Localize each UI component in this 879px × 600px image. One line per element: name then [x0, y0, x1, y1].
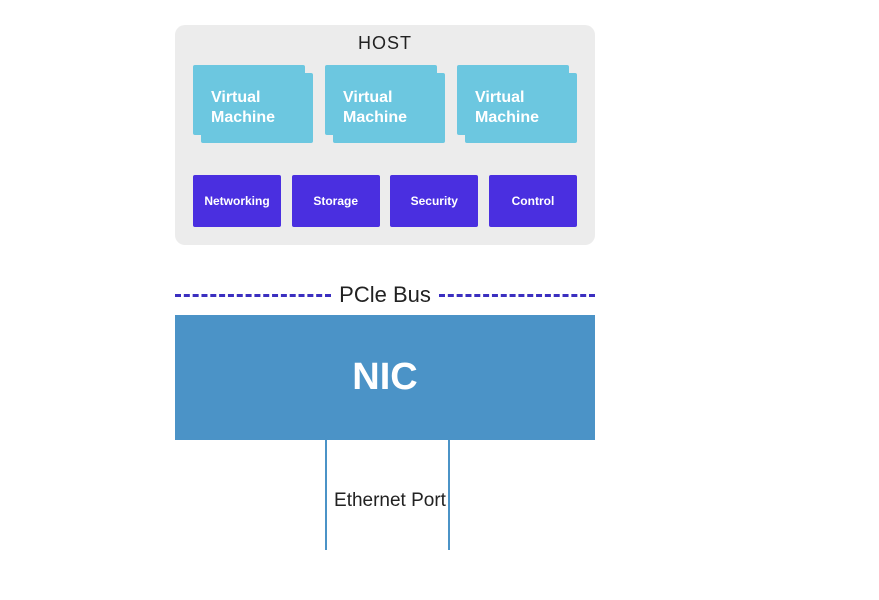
vm-box: VirtualMachine: [333, 73, 445, 143]
service-control: Control: [489, 175, 577, 227]
vm-stack: VirtualMachine: [193, 65, 313, 143]
nic-box: NIC: [175, 315, 595, 440]
vm-label: VirtualMachine: [475, 88, 539, 128]
vm-box: VirtualMachine: [465, 73, 577, 143]
host-container: HOST VirtualMachine VirtualMachine Virtu…: [175, 25, 595, 245]
ethernet-label: Ethernet Port: [320, 490, 460, 512]
service-label: Storage: [313, 194, 358, 208]
pcie-label: PCle Bus: [331, 282, 439, 308]
service-storage: Storage: [292, 175, 380, 227]
host-title: HOST: [175, 25, 595, 54]
vm-stack: VirtualMachine: [325, 65, 445, 143]
pcie-bus-row: PCle Bus: [175, 282, 595, 308]
vm-row: VirtualMachine VirtualMachine VirtualMac…: [193, 65, 577, 143]
service-row: Networking Storage Security Control: [193, 175, 577, 227]
nic-label: NIC: [352, 356, 417, 399]
service-security: Security: [390, 175, 478, 227]
vm-stack: VirtualMachine: [457, 65, 577, 143]
vm-label: VirtualMachine: [343, 88, 407, 128]
vm-box: VirtualMachine: [201, 73, 313, 143]
vm-label: VirtualMachine: [211, 88, 275, 128]
pcie-dash-right: [439, 294, 595, 297]
pcie-dash-left: [175, 294, 331, 297]
service-label: Security: [411, 194, 458, 208]
service-label: Networking: [204, 194, 269, 208]
service-label: Control: [512, 194, 555, 208]
service-networking: Networking: [193, 175, 281, 227]
